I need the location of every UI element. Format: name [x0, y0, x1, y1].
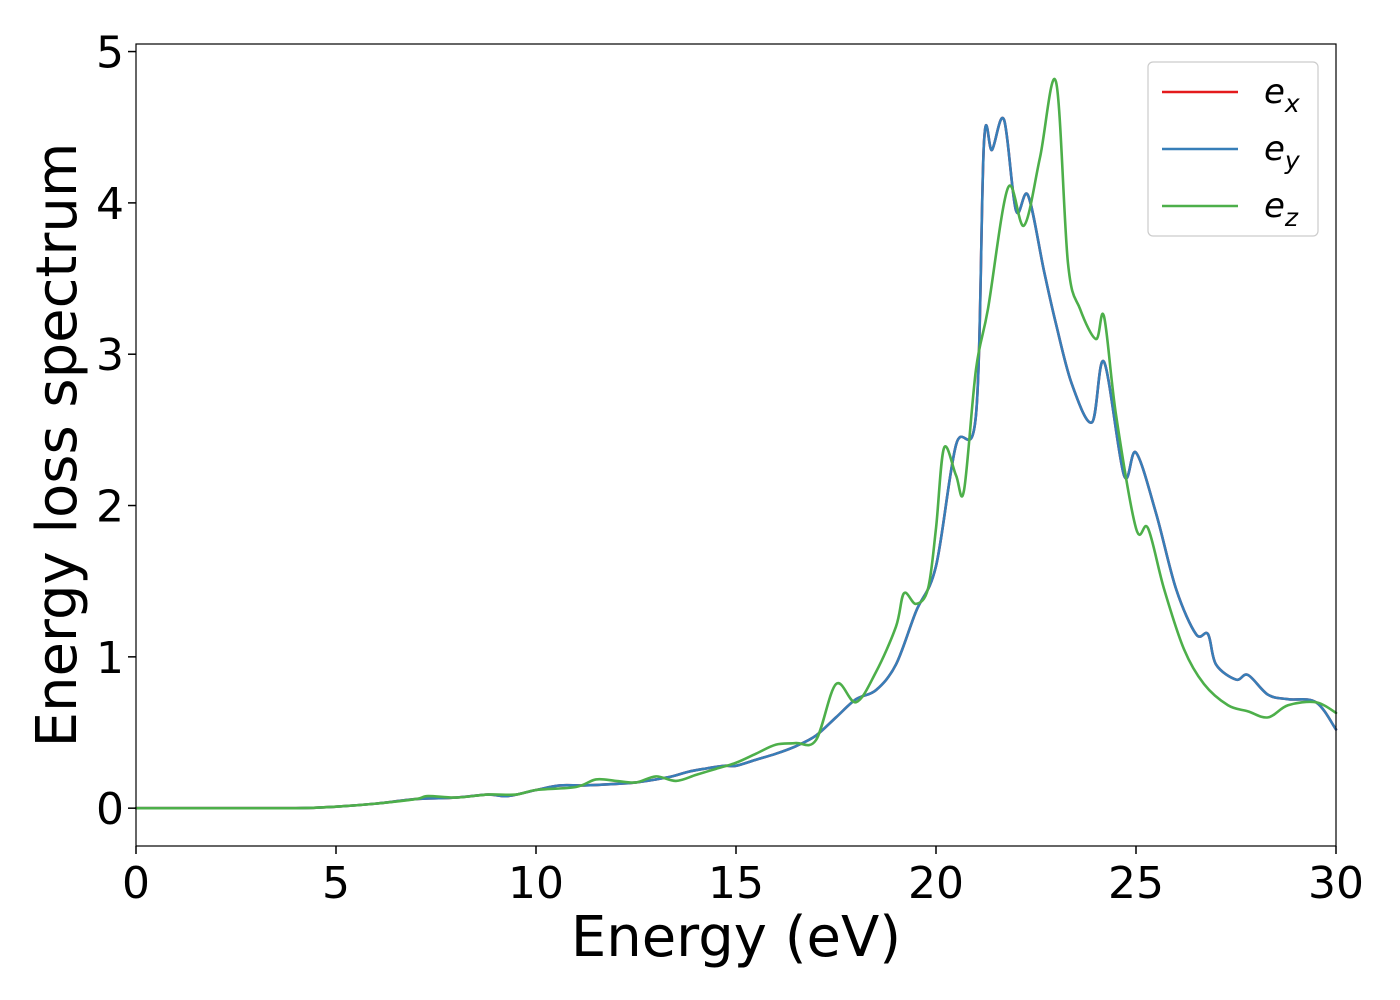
legend-label-ez: ez: [1264, 186, 1299, 232]
legend: ex ey ez: [1147, 61, 1319, 237]
plot-area: [136, 44, 1336, 846]
x-tick-label: 20: [908, 858, 964, 909]
y-tick-label: 1: [96, 633, 124, 684]
y-tick-label: 4: [96, 179, 124, 230]
x-tick-label: 25: [1108, 858, 1164, 909]
y-tick-label: 2: [96, 482, 124, 533]
y-tick-label: 5: [96, 28, 124, 79]
y-tick-label: 3: [96, 330, 124, 381]
y-axis: 0 1 2 3 4 5: [96, 28, 136, 835]
series-layer: [134, 77, 1338, 810]
x-axis-label: Energy (eV): [571, 905, 901, 970]
x-axis: 0 5 10 15 20 25 30: [122, 846, 1364, 909]
x-tick-label: 30: [1308, 858, 1364, 909]
x-tick-label: 0: [122, 858, 150, 909]
series-line-ez: [134, 77, 1338, 810]
x-tick-label: 5: [322, 858, 350, 909]
y-axis-label: Energy loss spectrum: [25, 143, 90, 748]
x-tick-label: 15: [708, 858, 764, 909]
y-tick-label: 0: [96, 784, 124, 835]
legend-label-ex: ex: [1264, 72, 1300, 118]
legend-label-ey: ey: [1264, 129, 1301, 175]
x-tick-label: 10: [508, 858, 564, 909]
